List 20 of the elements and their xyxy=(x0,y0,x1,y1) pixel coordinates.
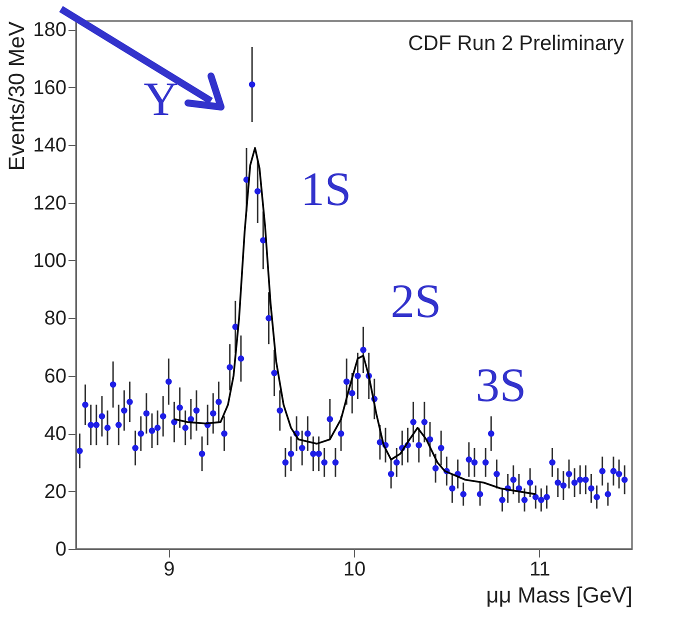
y-tick-label: 80 xyxy=(44,308,66,330)
y-tick-label: 120 xyxy=(33,192,66,214)
y-tick-label: 160 xyxy=(33,76,66,99)
y-tick-label: 40 xyxy=(44,423,66,446)
annotation: Υ xyxy=(144,73,178,126)
y-tick-label: 140 xyxy=(33,134,66,157)
y-tick-label: 60 xyxy=(44,365,66,388)
y-tick-label: 100 xyxy=(33,250,66,272)
annotation: 2S xyxy=(390,275,442,328)
annotation: 1S xyxy=(300,163,352,216)
annotation: 3S xyxy=(476,359,526,412)
annotation: CDF Run 2 Preliminary xyxy=(408,32,624,55)
y-axis-title: Events/30 MeV xyxy=(4,21,30,171)
x-axis-title: μμ Mass [GeV] xyxy=(486,582,632,608)
y-tick-label: 0 xyxy=(55,538,66,560)
y-tick-label: 20 xyxy=(44,480,66,503)
x-tick-label: 10 xyxy=(343,558,366,580)
x-tick-label: 11 xyxy=(529,558,550,580)
y-tick-label: 180 xyxy=(33,19,66,42)
x-tick-label: 9 xyxy=(164,558,175,580)
